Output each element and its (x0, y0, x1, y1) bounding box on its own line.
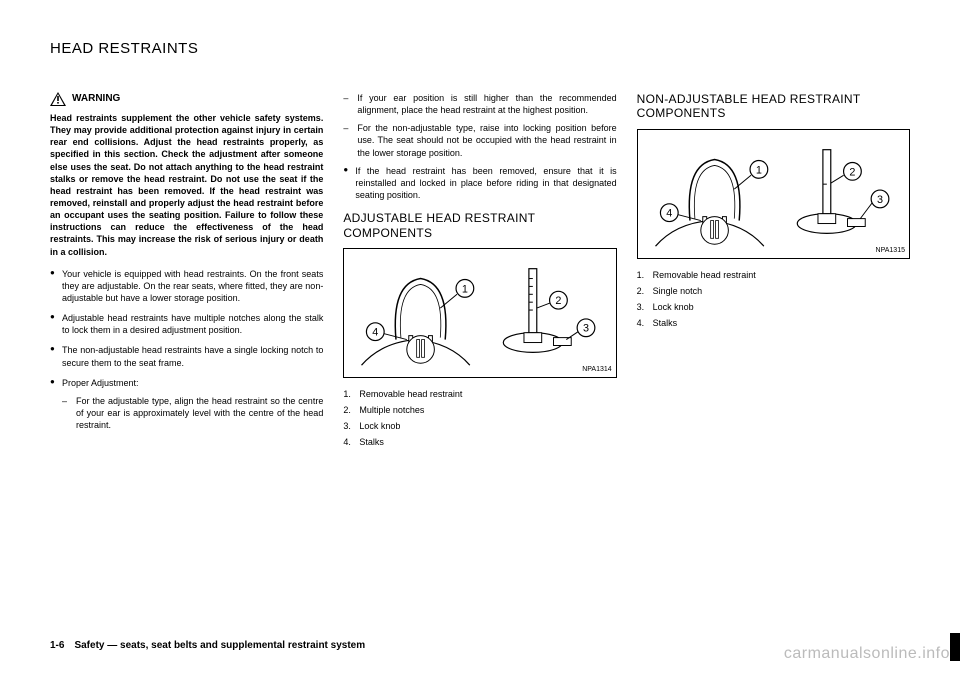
page-title: HEAD RESTRAINTS (50, 40, 910, 57)
column-1: WARNING Head restraints supplement the o… (50, 92, 323, 452)
bullet-item: If the head restraint has been removed, … (343, 165, 616, 201)
svg-text:4: 4 (666, 207, 672, 219)
list-text: Lock knob (359, 421, 400, 431)
list-text: Lock knob (653, 302, 694, 312)
dash-item: If your ear position is still higher tha… (343, 92, 616, 116)
dash-item: For the non-adjustable type, raise into … (343, 122, 616, 158)
list-text: Stalks (359, 437, 384, 447)
list-item: 4.Stalks (343, 436, 616, 448)
bullet-text: Proper Adjustment: (62, 378, 139, 388)
adjustable-figure: 1 4 (343, 248, 616, 378)
list-text: Stalks (653, 318, 678, 328)
list-item: 2.Multiple notches (343, 404, 616, 416)
watermark: carmanualsonline.info (784, 645, 950, 663)
adjustable-heading: ADJUSTABLE HEAD RESTRAINT COMPONENTS (343, 211, 616, 240)
svg-text:1: 1 (462, 283, 468, 295)
bullet-item: Proper Adjustment: For the adjustable ty… (50, 377, 323, 432)
svg-text:4: 4 (373, 327, 379, 339)
svg-text:2: 2 (556, 295, 562, 307)
warning-label: WARNING (72, 92, 120, 106)
bullet-item: The non-adjustable head restraints have … (50, 344, 323, 368)
col2-dash-list: If your ear position is still higher tha… (343, 92, 616, 159)
list-item: 1.Removable head restraint (343, 388, 616, 400)
col2-bullet-list: If the head restraint has been removed, … (343, 165, 616, 201)
nonadjustable-components-list: 1.Removable head restraint 2.Single notc… (637, 269, 910, 330)
page-footer: 1-6 Safety — seats, seat belts and suppl… (50, 640, 365, 651)
nonadjustable-figure: 1 4 (637, 129, 910, 259)
nonadjustable-heading: NON-ADJUSTABLE HEAD RESTRAINT COMPONENTS (637, 92, 910, 121)
section-tab (950, 633, 960, 661)
column-2: If your ear position is still higher tha… (343, 92, 616, 452)
dash-item: For the adjustable type, align the head … (62, 395, 323, 431)
list-text: Removable head restraint (653, 270, 756, 280)
bullet-item: Your vehicle is equipped with head restr… (50, 268, 323, 304)
figure-code: NPA1315 (876, 246, 905, 255)
list-item: 3.Lock knob (343, 420, 616, 432)
list-text: Removable head restraint (359, 389, 462, 399)
list-item: 3.Lock knob (637, 301, 910, 313)
adjustable-components-list: 1.Removable head restraint 2.Multiple no… (343, 388, 616, 449)
list-item: 4.Stalks (637, 317, 910, 329)
list-item: 1.Removable head restraint (637, 269, 910, 281)
svg-text:3: 3 (583, 323, 589, 335)
content-columns: WARNING Head restraints supplement the o… (50, 92, 910, 452)
list-text: Single notch (653, 286, 703, 296)
bullet-item: Adjustable head restraints have multiple… (50, 312, 323, 336)
svg-text:1: 1 (756, 164, 762, 176)
column-3: NON-ADJUSTABLE HEAD RESTRAINT COMPONENTS… (637, 92, 910, 452)
list-item: 2.Single notch (637, 285, 910, 297)
list-text: Multiple notches (359, 405, 424, 415)
svg-text:2: 2 (849, 166, 855, 178)
figure-code: NPA1314 (582, 365, 611, 374)
svg-text:3: 3 (877, 194, 883, 206)
warning-header: WARNING (50, 92, 323, 106)
proper-adjustment-sublist: For the adjustable type, align the head … (62, 395, 323, 431)
warning-icon (50, 92, 66, 106)
main-bullet-list: Your vehicle is equipped with head restr… (50, 268, 323, 432)
warning-body: Head restraints supplement the other veh… (50, 112, 323, 258)
